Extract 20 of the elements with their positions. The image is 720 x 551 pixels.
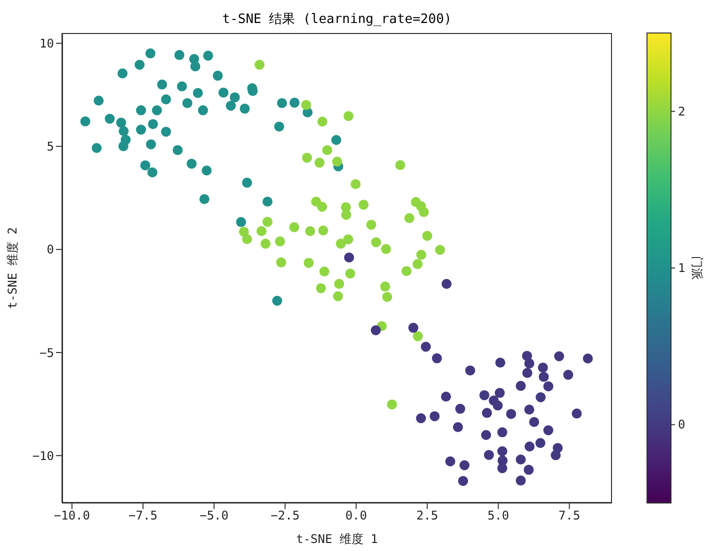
x-tick-label: 0.0 — [345, 508, 368, 523]
y-tick-label: −5 — [40, 346, 54, 360]
chart-title: t-SNE 结果 (learning_rate=200) — [221, 11, 453, 28]
x-axis-title: t-SNE 维度 1 — [296, 532, 378, 546]
x-tick-label: −2.5 — [270, 508, 300, 523]
x-tick-label: −5.0 — [200, 508, 229, 523]
y-tick-label: 10 — [40, 36, 54, 51]
x-tick-label: 7.5 — [558, 508, 580, 523]
color-bar-title: 门派 — [690, 256, 704, 280]
y-tick-label: −10 — [32, 448, 54, 463]
x-tick-label: 5.0 — [487, 508, 510, 523]
x-tick-label: 2.5 — [416, 508, 438, 523]
y-tick-label: 5 — [46, 140, 54, 154]
color-bar-label: 2 — [678, 104, 686, 118]
x-tick-label: −10.0 — [54, 508, 90, 523]
color-bar-label: 0 — [678, 418, 686, 432]
y-tick-label: 0 — [46, 242, 54, 257]
x-tick-label: −7.5 — [128, 508, 158, 523]
color-bar-label: 1 — [678, 261, 686, 275]
y-axis-title: t-SNE 维度 2 — [5, 227, 20, 309]
